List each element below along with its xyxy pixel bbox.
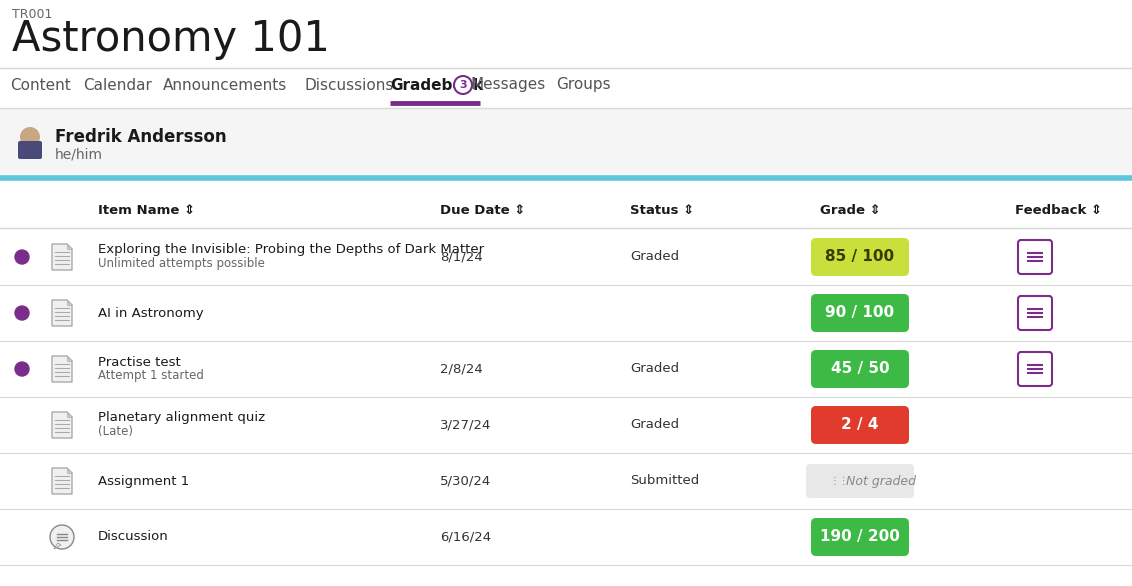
Circle shape [15,362,29,376]
Text: 190 / 200: 190 / 200 [820,530,900,544]
Text: Discussions: Discussions [305,77,394,93]
Text: Due Date ⇕: Due Date ⇕ [440,203,525,216]
Text: 3: 3 [460,80,466,90]
Text: Item Name ⇕: Item Name ⇕ [98,203,195,216]
Polygon shape [52,300,72,326]
Text: he/him: he/him [55,148,103,162]
Text: Discussion: Discussion [98,530,169,543]
Text: Unlimited attempts possible: Unlimited attempts possible [98,257,265,271]
Polygon shape [67,356,72,361]
Text: Exploring the Invisible: Probing the Depths of Dark Matter: Exploring the Invisible: Probing the Dep… [98,244,484,257]
Polygon shape [52,356,72,382]
Text: 45 / 50: 45 / 50 [831,362,890,376]
Polygon shape [52,244,72,270]
Text: Status ⇕: Status ⇕ [631,203,694,216]
Text: 3/27/24: 3/27/24 [440,418,491,431]
Bar [0,229,1132,285]
Text: 6/16/24: 6/16/24 [440,530,491,543]
Bar [0,453,1132,509]
Circle shape [15,250,29,264]
Text: 8/1/24: 8/1/24 [440,250,482,264]
Polygon shape [67,412,72,417]
Bar [0,109,1132,177]
Text: 90 / 100: 90 / 100 [825,305,894,321]
Circle shape [20,127,40,147]
Text: Gradebook: Gradebook [391,77,483,93]
Text: (Late): (Late) [98,425,132,438]
Polygon shape [52,412,72,438]
FancyBboxPatch shape [811,350,909,388]
FancyBboxPatch shape [806,464,914,498]
FancyBboxPatch shape [1018,352,1052,386]
Text: Graded: Graded [631,363,679,376]
Bar [0,285,1132,341]
Text: 5/30/24: 5/30/24 [440,475,491,488]
Text: 85 / 100: 85 / 100 [825,250,894,264]
Text: Messages: Messages [470,77,546,93]
Text: AI in Astronomy: AI in Astronomy [98,306,204,319]
Circle shape [15,306,29,320]
Text: Grade ⇕: Grade ⇕ [820,203,881,216]
Text: Groups: Groups [556,77,610,93]
Bar [0,397,1132,453]
Circle shape [454,76,472,94]
Polygon shape [67,244,72,249]
Polygon shape [52,468,72,494]
FancyBboxPatch shape [18,141,42,159]
Text: Graded: Graded [631,250,679,264]
FancyBboxPatch shape [811,238,909,276]
FancyBboxPatch shape [811,294,909,332]
FancyBboxPatch shape [1018,296,1052,330]
Text: 2/8/24: 2/8/24 [440,363,482,376]
FancyBboxPatch shape [1018,240,1052,274]
Polygon shape [67,300,72,305]
FancyBboxPatch shape [811,518,909,556]
Text: 2 / 4: 2 / 4 [841,417,878,432]
Text: ⋮⋮: ⋮⋮ [830,476,849,486]
Polygon shape [54,543,61,549]
Polygon shape [67,468,72,473]
Text: Graded: Graded [631,418,679,431]
Text: Not graded: Not graded [846,475,916,488]
Bar [0,341,1132,397]
Text: Submitted: Submitted [631,475,700,488]
Text: Planetary alignment quiz: Planetary alignment quiz [98,411,265,424]
FancyBboxPatch shape [811,406,909,444]
Text: Calendar: Calendar [83,77,152,93]
Text: Attempt 1 started: Attempt 1 started [98,370,204,383]
Text: Assignment 1: Assignment 1 [98,475,189,488]
Bar [0,509,1132,565]
Text: Practise test: Practise test [98,356,181,369]
Text: Announcements: Announcements [163,77,288,93]
Text: Fredrik Andersson: Fredrik Andersson [55,128,226,146]
Text: Feedback ⇕: Feedback ⇕ [1015,203,1103,216]
Text: Content: Content [10,77,70,93]
Circle shape [50,525,74,549]
Text: Astronomy 101: Astronomy 101 [12,18,329,60]
Text: TR001: TR001 [12,8,52,21]
